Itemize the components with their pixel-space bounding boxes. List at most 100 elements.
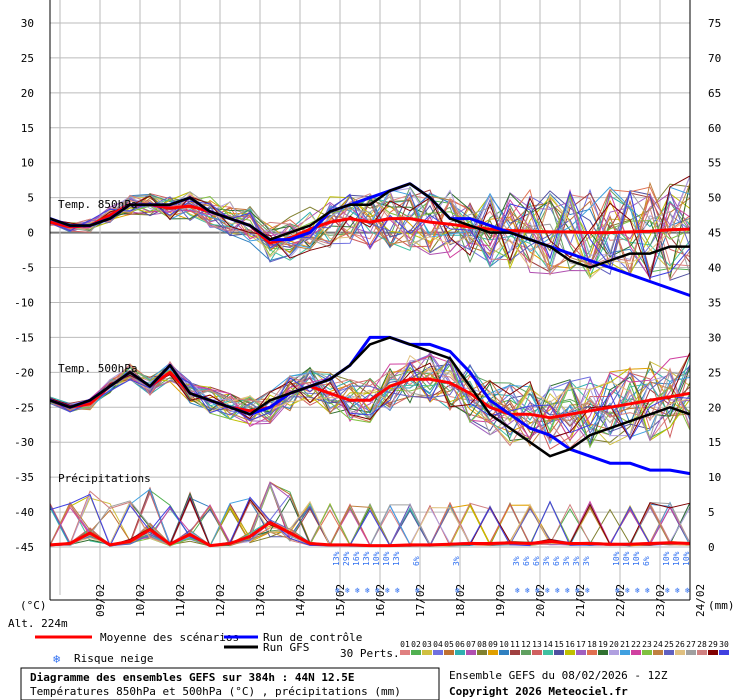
member-swatch	[631, 650, 641, 655]
snow-risk-pct: 6%	[532, 556, 541, 566]
x-tick-label: 20/02	[534, 584, 547, 617]
member-number: 04	[433, 640, 443, 649]
x-tick-label: 21/02	[574, 584, 587, 617]
member-number: 30	[719, 640, 729, 649]
member-swatch	[543, 650, 553, 655]
member-line-precip	[49, 501, 691, 547]
member-swatch	[719, 650, 729, 655]
snow-risk-pct: 6%	[642, 556, 651, 566]
member-swatch	[664, 650, 674, 655]
left-tick-label: -15	[14, 331, 34, 344]
legend-label-gfs: Run GFS	[263, 641, 309, 654]
x-tick-label: 11/02	[174, 584, 187, 617]
left-tick-label: 0	[27, 227, 34, 240]
series-line-t850	[49, 182, 690, 269]
legend-label-mean: Moyenne des scénarios	[100, 631, 239, 644]
member-number: 10	[499, 640, 509, 649]
x-tick-label: 18/02	[454, 584, 467, 617]
x-tick-label: 17/02	[414, 584, 427, 617]
member-number: 03	[422, 640, 432, 649]
member-number: 11	[510, 640, 520, 649]
snow-risk-pct: 6%	[522, 556, 531, 566]
snow-risk-pct: 10%	[682, 551, 691, 566]
member-line-t850	[49, 190, 691, 277]
snowflake-icon: ❄	[545, 586, 550, 595]
snowflake-icon: ❄	[575, 586, 580, 595]
member-swatch	[433, 650, 443, 655]
snow-risk-pct: 10%	[382, 551, 391, 566]
right-tick-label: 45	[708, 227, 721, 240]
member-number: 18	[587, 640, 597, 649]
snowflake-icon: ❄	[555, 586, 560, 595]
left-tick-label: -35	[14, 471, 34, 484]
member-swatch	[576, 650, 586, 655]
x-tick-label: 23/02	[654, 584, 667, 617]
right-tick-label: 15	[708, 436, 721, 449]
title-box	[20, 667, 440, 700]
snow-risk-pct: 3%	[452, 556, 461, 566]
snow-risk-pct: 3%	[572, 556, 581, 566]
member-swatch	[609, 650, 619, 655]
snowflake-icon: ❄	[585, 586, 590, 595]
member-number: 20	[609, 640, 619, 649]
member-number: 05	[444, 640, 454, 649]
member-number: 14	[543, 640, 553, 649]
left-tick-label: -45	[14, 541, 34, 554]
member-swatch	[675, 650, 685, 655]
x-tick-label: 16/02	[374, 584, 387, 617]
panel-label-precip: Précipitations	[58, 472, 151, 485]
right-tick-label: 20	[708, 401, 721, 414]
snow-risk-pct: 13%	[332, 551, 341, 566]
member-number: 27	[686, 640, 696, 649]
right-tick-label: 40	[708, 262, 721, 275]
snowflake-icon: ❄	[385, 586, 390, 595]
ensemble-info: Ensemble GEFS du 08/02/2026 - 12Z	[449, 669, 668, 682]
snow-risk-pct: 29%	[342, 551, 351, 566]
panel-label-t850: Temp. 850hPa	[58, 198, 137, 211]
snowflake-icon: ❄	[395, 586, 400, 595]
x-tick-label: 10/02	[134, 584, 147, 617]
right-tick-label: 60	[708, 122, 721, 135]
x-tick-label: 24/02	[694, 584, 707, 617]
legend-snowflake-icon: ❄	[53, 652, 60, 666]
right-tick-label: 30	[708, 331, 721, 344]
member-number: 08	[477, 640, 487, 649]
snow-risk-pct: 10%	[632, 551, 641, 566]
snowflake-icon: ❄	[515, 586, 520, 595]
member-number: 19	[598, 640, 608, 649]
right-axis-unit: (mm)	[708, 599, 735, 612]
snowflake-icon: ❄	[635, 586, 640, 595]
snowflake-icon: ❄	[415, 586, 420, 595]
member-swatch	[477, 650, 487, 655]
left-tick-label: -30	[14, 436, 34, 449]
snowflake-icon: ❄	[615, 586, 620, 595]
x-tick-label: 14/02	[294, 584, 307, 617]
member-swatch	[565, 650, 575, 655]
snowflake-icon: ❄	[565, 586, 570, 595]
member-line-t500	[49, 364, 691, 421]
snow-risk-pct: 10%	[672, 551, 681, 566]
right-tick-label: 0	[708, 541, 715, 554]
snow-risk-pct: 16%	[352, 551, 361, 566]
left-tick-label: -20	[14, 366, 34, 379]
member-line-t500	[49, 364, 691, 439]
snowflake-icon: ❄	[645, 586, 650, 595]
left-tick-label: 20	[21, 87, 34, 100]
member-line-t500	[49, 351, 691, 442]
member-swatch	[554, 650, 564, 655]
member-swatch	[708, 650, 718, 655]
right-tick-label: 70	[708, 52, 721, 65]
member-number: 02	[411, 640, 421, 649]
x-tick-label: 13/02	[254, 584, 267, 617]
member-number: 29	[708, 640, 718, 649]
legend-label-snow: Risque neige	[74, 652, 153, 665]
member-line-t500	[49, 360, 691, 447]
plot-background	[50, 0, 690, 547]
member-number: 13	[532, 640, 542, 649]
right-tick-label: 25	[708, 366, 721, 379]
series-line-t500	[49, 370, 691, 420]
snow-risk-pct: 6%	[552, 556, 561, 566]
left-tick-label: -10	[14, 296, 34, 309]
member-swatch	[587, 650, 597, 655]
